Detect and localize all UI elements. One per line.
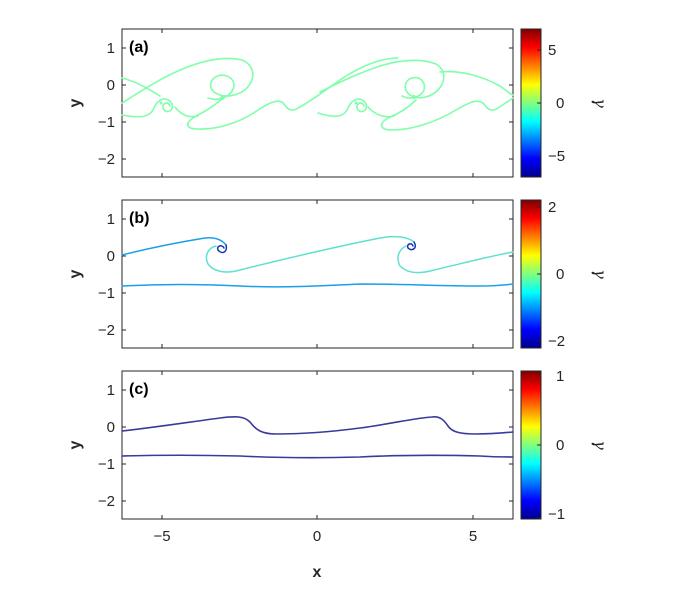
colorbar-b-label: γ bbox=[591, 269, 610, 279]
panel-c-tick-marks bbox=[122, 371, 513, 519]
colorbar-c: 1 0 −1 γ bbox=[520, 368, 610, 523]
panel-b-y-axis-label: y bbox=[67, 269, 84, 278]
panel-a-ytick: 1 bbox=[107, 40, 115, 57]
colorbar-a: 5 0 −5 γ bbox=[520, 28, 610, 178]
panel-a: (a) y 1 0 −1 −2 bbox=[67, 28, 514, 178]
x-axis-label: x bbox=[313, 564, 322, 581]
panel-b-label: (b) bbox=[129, 210, 149, 227]
panel-b-ytick: −2 bbox=[98, 322, 115, 339]
colorbar-a-label: γ bbox=[591, 98, 610, 108]
colorbar-a-tick: −5 bbox=[548, 148, 565, 165]
x-tick-label: −5 bbox=[153, 528, 170, 545]
colorbar-c-label: γ bbox=[591, 440, 610, 450]
colorbar-a-tick: 0 bbox=[556, 95, 564, 112]
colorbar-b-tick: −2 bbox=[548, 333, 565, 350]
panel-c-ytick: −1 bbox=[98, 456, 115, 473]
panel-b-ytick: 0 bbox=[107, 248, 115, 265]
colorbar-b-tick: 0 bbox=[556, 266, 564, 283]
panel-c-plot-area bbox=[121, 370, 514, 520]
colorbar-b: 2 0 −2 γ bbox=[520, 199, 610, 350]
panel-b-plot-area bbox=[121, 199, 514, 349]
panel-a-ytick: −1 bbox=[98, 114, 115, 131]
x-tick-label: 5 bbox=[469, 528, 477, 545]
x-tick-label: 0 bbox=[313, 528, 321, 545]
colorbar-a-tick: 5 bbox=[548, 42, 556, 59]
panel-c-ytick: 0 bbox=[107, 419, 115, 436]
panel-c: (c) y 1 0 −1 −2 −5 0 5 x bbox=[67, 370, 514, 581]
panel-a-ytick: 0 bbox=[107, 77, 115, 94]
panel-c-label: (c) bbox=[129, 381, 149, 398]
panel-b-vortex-sheet bbox=[121, 235, 514, 288]
panel-b: (b) y 1 0 −1 −2 bbox=[67, 199, 514, 349]
panel-a-y-axis-label: y bbox=[67, 98, 84, 107]
panel-c-ytick: −2 bbox=[98, 493, 115, 510]
panel-b-ytick: −1 bbox=[98, 285, 115, 302]
colorbar-c-tick: 0 bbox=[556, 437, 564, 454]
colorbar-b-tick: 2 bbox=[548, 199, 556, 216]
panel-a-ytick: −2 bbox=[98, 151, 115, 168]
colorbar-c-tick: 1 bbox=[556, 368, 564, 385]
colorbar-c-tick: −1 bbox=[548, 506, 565, 523]
panel-c-y-axis-label: y bbox=[67, 440, 84, 449]
panel-a-vortex-sheet bbox=[121, 57, 514, 131]
panel-a-vortex-cores bbox=[159, 95, 416, 105]
panel-c-ytick: 1 bbox=[107, 382, 115, 399]
panel-a-ytick-marks bbox=[122, 29, 513, 177]
panel-b-ytick: 1 bbox=[107, 211, 115, 228]
panel-c-interfaces bbox=[121, 416, 514, 459]
panel-a-label: (a) bbox=[129, 39, 149, 56]
panel-a-plot-area bbox=[121, 28, 514, 178]
panel-b-tick-marks bbox=[122, 200, 513, 348]
